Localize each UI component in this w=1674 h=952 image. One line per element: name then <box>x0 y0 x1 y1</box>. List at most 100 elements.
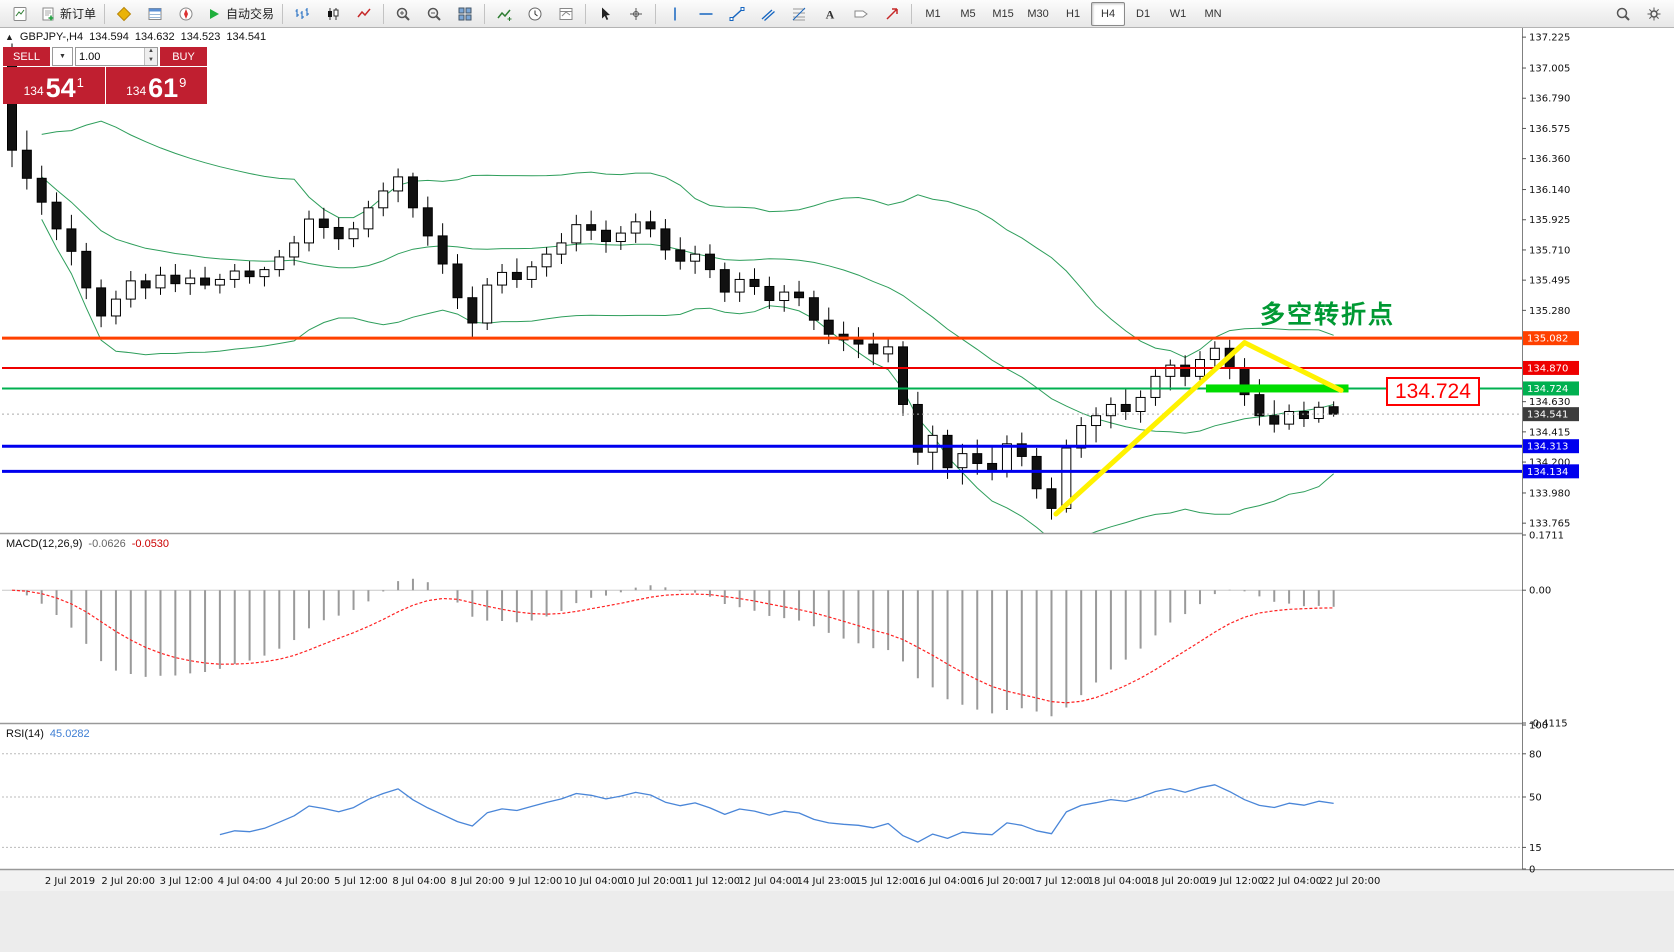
buy-button[interactable]: BUY <box>160 47 207 66</box>
trendline-object[interactable] <box>1053 340 1248 517</box>
horizontal-line-button[interactable] <box>691 2 721 26</box>
svg-text:0.00: 0.00 <box>1529 586 1551 597</box>
toolbar: 新订单 自动交易 M1 M5 M15 M30 H1 H4 D1 W1 MN <box>0 0 1674 28</box>
label-icon <box>853 6 869 22</box>
open-value: 134.594 <box>89 31 129 43</box>
time-axis-labels: 2 Jul 2019 2 Jul 20:00 3 Jul 12:00 4 Jul 04… <box>45 876 1381 887</box>
tf-d1-button[interactable]: D1 <box>1126 2 1160 26</box>
tf-m1-button[interactable]: M1 <box>916 2 950 26</box>
tf-m5-button[interactable]: M5 <box>951 2 985 26</box>
periods-button[interactable] <box>520 2 550 26</box>
trendline-button[interactable] <box>722 2 752 26</box>
volume-up-button[interactable]: ▲ <box>145 48 157 57</box>
price-callout[interactable]: 134.724 <box>1386 377 1480 406</box>
svg-text:4 Jul 20:00: 4 Jul 20:00 <box>276 876 330 887</box>
volume-down-button[interactable]: ▼ <box>145 56 157 65</box>
candlestick-chart-button[interactable] <box>318 2 348 26</box>
svg-text:134.313: 134.313 <box>1527 442 1568 453</box>
bar-chart-button[interactable] <box>287 2 317 26</box>
svg-text:136.790: 136.790 <box>1529 94 1570 105</box>
svg-text:80: 80 <box>1529 749 1542 760</box>
tf-m15-button[interactable]: M15 <box>986 2 1020 26</box>
volume-input[interactable] <box>76 48 144 65</box>
vertical-line-button[interactable] <box>660 2 690 26</box>
chart-background[interactable] <box>0 28 1674 869</box>
time-axis[interactable] <box>0 869 1674 891</box>
new-order-button[interactable]: 新订单 <box>36 2 100 26</box>
svg-text:9 Jul 12:00: 9 Jul 12:00 <box>509 876 563 887</box>
price-axis-labels: 137.225 137.005 136.790 136.575 136.360 136.1… <box>1522 33 1579 876</box>
svg-text:22 Jul 04:00: 22 Jul 04:00 <box>1262 876 1322 887</box>
zoom-out-button[interactable] <box>419 2 449 26</box>
new-order-icon <box>40 6 56 22</box>
search-button[interactable] <box>1608 2 1638 26</box>
one-click-toggle-icon[interactable]: ▲ <box>5 32 14 42</box>
horizontal-line-icon <box>698 6 714 22</box>
new-order-button-label: 新订单 <box>60 7 97 21</box>
navigator-button[interactable] <box>171 2 201 26</box>
vertical-line-icon <box>667 6 683 22</box>
support-highlight-bar[interactable] <box>1205 384 1349 393</box>
new-chart-button[interactable] <box>5 2 35 26</box>
navigator-icon <box>178 6 194 22</box>
trendline-icon <box>729 6 745 22</box>
tf-mn-button[interactable]: MN <box>1196 2 1230 26</box>
line-chart-button[interactable] <box>349 2 379 26</box>
autotrading-button-label: 自动交易 <box>226 7 275 21</box>
indicators-button[interactable] <box>489 2 519 26</box>
fibonacci-icon <box>791 6 807 22</box>
tf-mn-button-label: MN <box>1204 7 1222 20</box>
autotrading-button[interactable]: 自动交易 <box>202 2 278 26</box>
symbol-period-label: GBPJPY-,H4 <box>19 31 84 43</box>
bollinger-bands <box>41 120 1334 533</box>
svg-text:134.200: 134.200 <box>1529 458 1570 469</box>
buy-price-int: 134 <box>126 84 147 98</box>
data-window-button[interactable] <box>140 2 170 26</box>
label-button[interactable] <box>846 2 876 26</box>
svg-text:136.140: 136.140 <box>1529 185 1570 196</box>
market-watch-button[interactable] <box>109 2 139 26</box>
macd-pane[interactable] <box>2 578 1522 717</box>
fibonacci-button[interactable] <box>784 2 814 26</box>
trendline-object[interactable] <box>1242 340 1344 393</box>
channel-icon <box>760 6 776 22</box>
settings-button[interactable] <box>1639 2 1669 26</box>
turning-point-annotation[interactable]: 多空转折点 <box>1260 301 1396 329</box>
svg-text:133.980: 133.980 <box>1529 488 1570 499</box>
svg-text:16 Jul 04:00: 16 Jul 04:00 <box>913 876 973 887</box>
arrow-button[interactable] <box>877 2 907 26</box>
order-type-dropdown[interactable]: ▼ <box>52 47 73 66</box>
svg-text:0.1711: 0.1711 <box>1529 531 1564 542</box>
tf-h1-button[interactable]: H1 <box>1056 2 1090 26</box>
tf-w1-button[interactable]: W1 <box>1161 2 1195 26</box>
sell-button[interactable]: SELL <box>3 47 50 66</box>
tf-d1-button-label: D1 <box>1136 7 1151 20</box>
window-bottom-filler <box>0 891 1674 952</box>
sell-price-button[interactable]: 134 54 1 <box>3 67 105 104</box>
channel-button[interactable] <box>753 2 783 26</box>
close-value: 134.541 <box>226 31 267 43</box>
tile-windows-button[interactable] <box>450 2 480 26</box>
svg-text:134.134: 134.134 <box>1527 467 1568 478</box>
text-button[interactable] <box>815 2 845 26</box>
zoom-in-button[interactable] <box>388 2 418 26</box>
svg-text:137.225: 137.225 <box>1529 33 1570 44</box>
text-icon <box>822 6 838 22</box>
cursor-button[interactable] <box>590 2 620 26</box>
svg-text:135.495: 135.495 <box>1529 276 1570 287</box>
crosshair-button[interactable] <box>621 2 651 26</box>
periods-icon <box>527 6 543 22</box>
tf-h4-button[interactable]: H4 <box>1091 1 1126 26</box>
macd-signal-value: -0.0530 <box>131 538 170 550</box>
low-value: 134.523 <box>180 31 221 43</box>
tf-m30-button[interactable]: M30 <box>1021 2 1055 26</box>
svg-text:12 Jul 04:00: 12 Jul 04:00 <box>738 876 798 887</box>
svg-text:8 Jul 20:00: 8 Jul 20:00 <box>451 876 505 887</box>
buy-price-button[interactable]: 134 61 9 <box>105 67 207 104</box>
cursor-icon <box>597 6 613 22</box>
rsi-pane[interactable] <box>2 753 1522 848</box>
toolbar-separator <box>383 3 385 24</box>
hline-objects <box>2 336 1522 517</box>
templates-button[interactable] <box>551 2 581 26</box>
